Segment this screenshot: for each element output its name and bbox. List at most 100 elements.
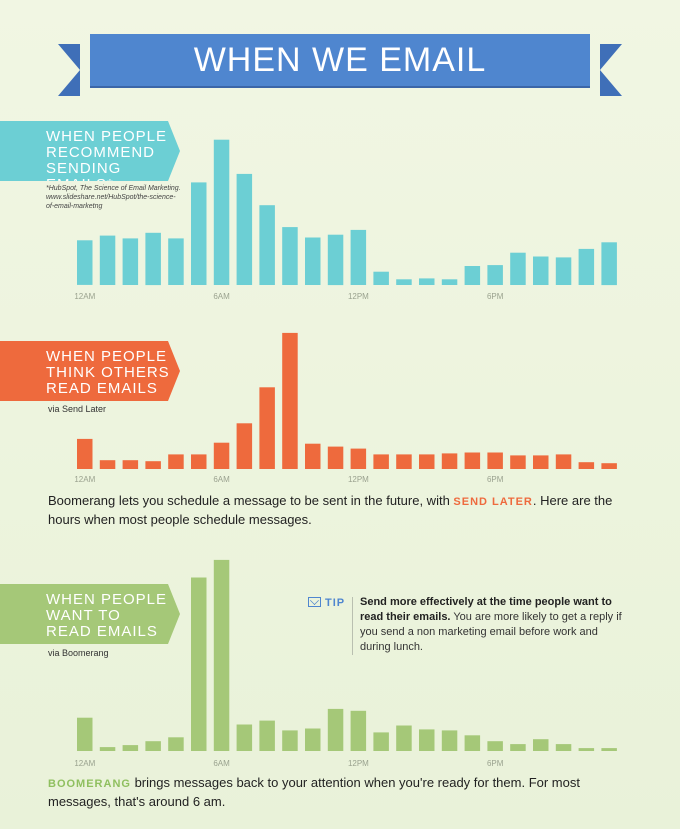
bar-read-3 — [145, 741, 161, 751]
bar-think-13 — [373, 454, 389, 469]
x-tick-label: 6AM — [213, 292, 230, 301]
title-banner: WHEN WE EMAIL — [0, 0, 680, 110]
bar-read-4 — [168, 737, 184, 751]
via-send-later: via Send Later — [48, 404, 107, 414]
bar-think-1 — [99, 460, 116, 469]
desc-text: brings messages back to your attention w… — [48, 775, 580, 809]
x-tick-label: 12AM — [74, 292, 95, 301]
section-tag-think: WHEN PEOPLE THINK OTHERS READ EMAILS — [0, 341, 180, 401]
bar-think-8 — [259, 387, 275, 469]
bar-think-17 — [464, 452, 481, 469]
tag-line: SENDING EMAILS* — [46, 160, 122, 193]
source-note-line: of-email-marketng — [46, 203, 103, 210]
source-note-line: *HubSpot, The Science of Email Marketing… — [46, 185, 181, 192]
tag-line: RECOMMEND — [46, 144, 155, 161]
bar-think-3 — [145, 461, 161, 469]
x-tick-label: 6AM — [213, 759, 230, 768]
tag-line: READ EMAILS — [46, 623, 158, 640]
page-title: WHEN WE EMAIL — [90, 34, 590, 86]
bar-recommend-6 — [213, 139, 230, 285]
bar-read-8 — [259, 720, 275, 751]
tip-divider — [352, 597, 353, 655]
bar-recommend-11 — [327, 234, 344, 286]
bar-recommend-9 — [282, 227, 298, 285]
bar-think-21 — [555, 454, 572, 469]
desc-text: . Here are the hours when most people sc… — [48, 493, 613, 527]
bar-read-17 — [464, 735, 481, 751]
bar-think-14 — [396, 454, 412, 469]
bar-recommend-21 — [555, 257, 572, 285]
tag-line: READ EMAILS — [46, 380, 158, 397]
bar-read-22 — [578, 748, 595, 751]
bar-recommend-22 — [578, 248, 595, 285]
bar-recommend-10 — [305, 237, 321, 285]
send-later-highlight: SEND LATER — [453, 496, 533, 508]
tag-line: WHEN PEOPLE — [46, 128, 168, 145]
bar-think-19 — [510, 455, 526, 469]
bar-think-2 — [122, 460, 139, 469]
bar-read-10 — [305, 728, 321, 751]
ribbon-tail-left — [58, 44, 80, 96]
bar-read-23 — [601, 748, 617, 751]
bar-read-6 — [213, 559, 230, 751]
tip-bold: Send more effectively at the time people… — [360, 596, 612, 623]
bar-read-5 — [191, 577, 207, 751]
bar-think-20 — [533, 455, 549, 469]
bar-think-6 — [213, 442, 230, 469]
bar-read-7 — [236, 724, 253, 751]
bar-read-15 — [419, 729, 435, 751]
tag-line: WHEN PEOPLE — [46, 348, 168, 365]
bar-read-21 — [555, 744, 572, 751]
x-tick-label: 12AM — [74, 759, 95, 768]
bar-recommend-8 — [259, 205, 275, 285]
x-tick-label: 6PM — [487, 759, 504, 768]
bar-recommend-2 — [122, 238, 139, 285]
send-later-description: Boomerang lets you schedule a message to… — [48, 492, 638, 529]
bar-read-14 — [396, 725, 412, 751]
bar-think-11 — [327, 446, 344, 469]
bar-think-10 — [305, 443, 321, 469]
bar-read-18 — [487, 741, 503, 751]
bar-recommend-3 — [145, 232, 161, 286]
via-boomerang: via Boomerang — [48, 648, 109, 658]
section-tag-read: WHEN PEOPLE WANT TO READ EMAILS — [0, 584, 180, 644]
x-tick-label: 12AM — [74, 475, 95, 484]
bar-think-22 — [578, 462, 595, 469]
tip-label: TIP — [308, 597, 345, 609]
tag-line: WANT TO — [46, 607, 121, 624]
desc-text: Boomerang lets you schedule a message to… — [48, 493, 454, 508]
bar-read-9 — [282, 730, 298, 751]
tag-line: WHEN PEOPLE — [46, 591, 168, 608]
x-tick-label: 6PM — [487, 292, 504, 301]
bar-recommend-5 — [191, 182, 207, 285]
bar-think-4 — [168, 454, 184, 469]
x-tick-label: 6AM — [213, 475, 230, 484]
source-note-line: www.slideshare.net/HubSpot/the-science- — [46, 194, 176, 201]
bar-recommend-4 — [168, 238, 184, 285]
bar-read-20 — [533, 739, 549, 751]
bar-think-7 — [236, 423, 253, 469]
bar-recommend-7 — [236, 173, 253, 285]
bar-read-1 — [99, 747, 116, 751]
bar-think-12 — [350, 448, 367, 469]
tag-line: THINK OTHERS — [46, 364, 170, 381]
x-tick-label: 12PM — [348, 475, 369, 484]
bar-read-2 — [122, 745, 139, 751]
bar-think-18 — [487, 452, 503, 469]
bar-read-16 — [441, 730, 458, 751]
boomerang-description: BOOMERANG brings messages back to your a… — [48, 774, 638, 811]
bar-think-16 — [441, 453, 458, 469]
bar-recommend-13 — [373, 271, 389, 285]
bar-recommend-12 — [350, 229, 367, 285]
bar-read-13 — [373, 732, 389, 751]
bar-recommend-16 — [441, 279, 458, 285]
bar-read-19 — [510, 744, 526, 751]
section-tag-recommend: WHEN PEOPLE RECOMMEND SENDING EMAILS* — [0, 121, 180, 181]
source-note: *HubSpot, The Science of Email Marketing… — [46, 184, 206, 211]
bar-recommend-18 — [487, 265, 503, 285]
boomerang-highlight: BOOMERANG — [48, 778, 131, 790]
bar-read-0 — [77, 717, 93, 751]
bar-think-23 — [601, 463, 617, 469]
bar-think-15 — [419, 454, 435, 469]
